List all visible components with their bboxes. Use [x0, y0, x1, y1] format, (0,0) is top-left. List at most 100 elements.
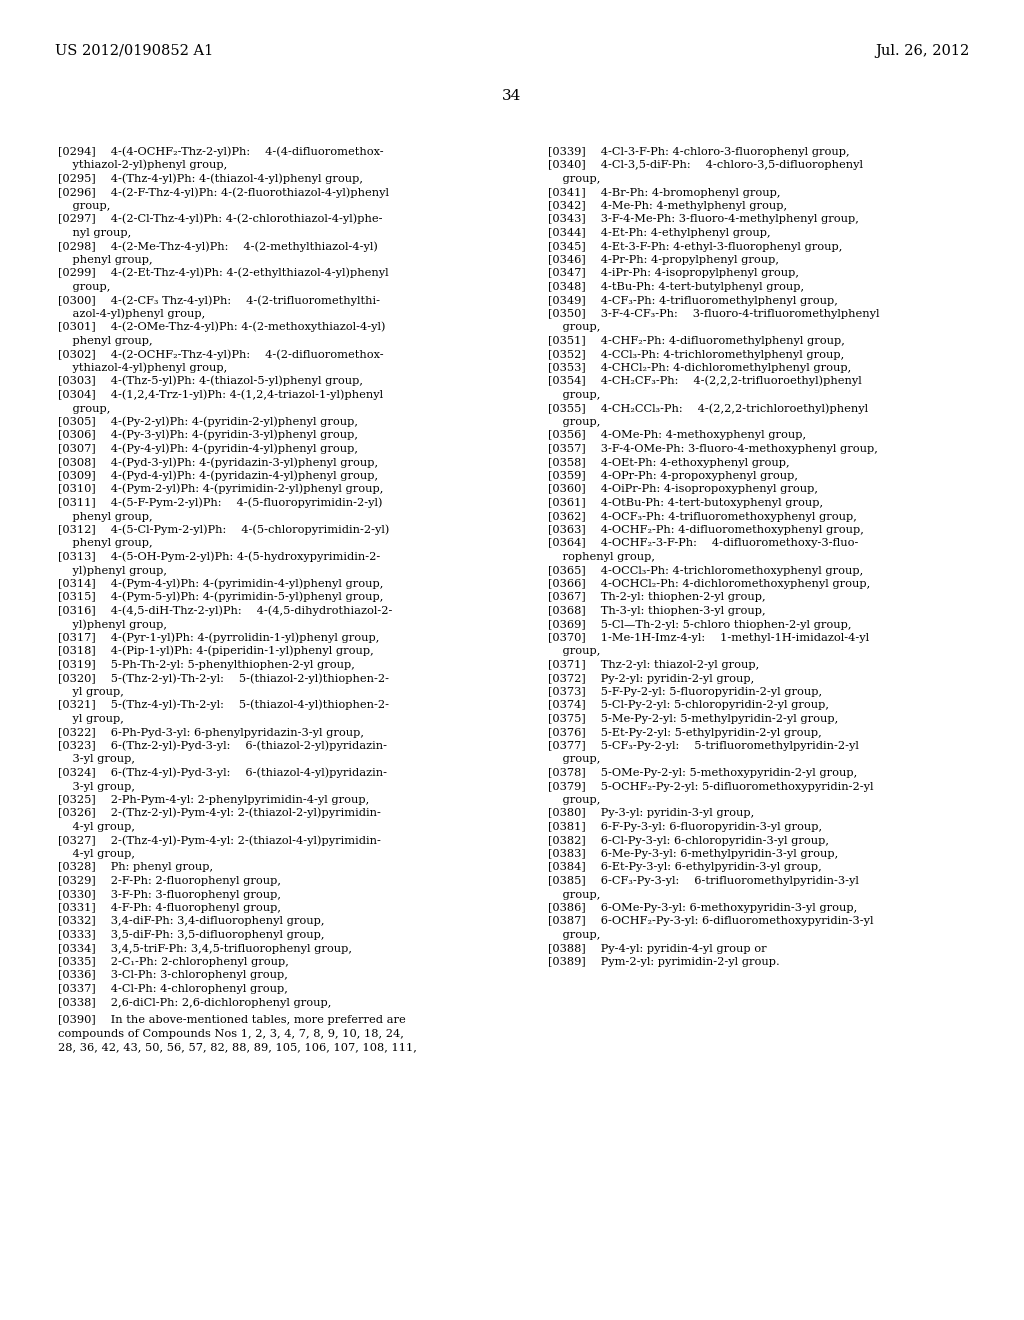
Text: group,: group,	[548, 795, 600, 805]
Text: [0384]  6-Et-Py-3-yl: 6-ethylpyridin-3-yl group,: [0384] 6-Et-Py-3-yl: 6-ethylpyridin-3-yl…	[548, 862, 821, 873]
Text: [0303]  4-(Thz-5-yl)Ph: 4-(thiazol-5-yl)phenyl group,: [0303] 4-(Thz-5-yl)Ph: 4-(thiazol-5-yl)p…	[58, 376, 362, 387]
Text: [0388]  Py-4-yl: pyridin-4-yl group or: [0388] Py-4-yl: pyridin-4-yl group or	[548, 944, 767, 953]
Text: azol-4-yl)phenyl group,: azol-4-yl)phenyl group,	[58, 309, 205, 319]
Text: 28, 36, 42, 43, 50, 56, 57, 82, 88, 89, 105, 106, 107, 108, 111,: 28, 36, 42, 43, 50, 56, 57, 82, 88, 89, …	[58, 1041, 417, 1052]
Text: [0382]  6-Cl-Py-3-yl: 6-chloropyridin-3-yl group,: [0382] 6-Cl-Py-3-yl: 6-chloropyridin-3-y…	[548, 836, 829, 846]
Text: [0372]  Py-2-yl: pyridin-2-yl group,: [0372] Py-2-yl: pyridin-2-yl group,	[548, 673, 755, 684]
Text: [0351]  4-CHF₂-Ph: 4-difluoromethylphenyl group,: [0351] 4-CHF₂-Ph: 4-difluoromethylphenyl…	[548, 337, 845, 346]
Text: ythiazol-2-yl)phenyl group,: ythiazol-2-yl)phenyl group,	[58, 160, 227, 170]
Text: [0365]  4-OCCl₃-Ph: 4-trichloromethoxyphenyl group,: [0365] 4-OCCl₃-Ph: 4-trichloromethoxyphe…	[548, 565, 863, 576]
Text: phenyl group,: phenyl group,	[58, 337, 153, 346]
Text: [0335]  2-C₁-Ph: 2-chlorophenyl group,: [0335] 2-C₁-Ph: 2-chlorophenyl group,	[58, 957, 289, 968]
Text: [0361]  4-OtBu-Ph: 4-tert-butoxyphenyl group,: [0361] 4-OtBu-Ph: 4-tert-butoxyphenyl gr…	[548, 498, 823, 508]
Text: group,: group,	[548, 890, 600, 899]
Text: group,: group,	[58, 404, 111, 413]
Text: [0370]  1-Me-1H-Imz-4-yl:  1-methyl-1H-imidazol-4-yl: [0370] 1-Me-1H-Imz-4-yl: 1-methyl-1H-imi…	[548, 634, 869, 643]
Text: [0325]  2-Ph-Pym-4-yl: 2-phenylpyrimidin-4-yl group,: [0325] 2-Ph-Pym-4-yl: 2-phenylpyrimidin-…	[58, 795, 370, 805]
Text: Jul. 26, 2012: Jul. 26, 2012	[874, 44, 969, 58]
Text: [0348]  4-tBu-Ph: 4-tert-butylphenyl group,: [0348] 4-tBu-Ph: 4-tert-butylphenyl grou…	[548, 282, 804, 292]
Text: [0362]  4-OCF₃-Ph: 4-trifluoromethoxyphenyl group,: [0362] 4-OCF₃-Ph: 4-trifluoromethoxyphen…	[548, 511, 857, 521]
Text: [0363]  4-OCHF₂-Ph: 4-difluoromethoxyphenyl group,: [0363] 4-OCHF₂-Ph: 4-difluoromethoxyphen…	[548, 525, 864, 535]
Text: [0300]  4-(2-CF₃ Thz-4-yl)Ph:  4-(2-trifluoromethylthi-: [0300] 4-(2-CF₃ Thz-4-yl)Ph: 4-(2-triflu…	[58, 294, 380, 305]
Text: [0376]  5-Et-Py-2-yl: 5-ethylpyridin-2-yl group,: [0376] 5-Et-Py-2-yl: 5-ethylpyridin-2-yl…	[548, 727, 821, 738]
Text: [0330]  3-F-Ph: 3-fluorophenyl group,: [0330] 3-F-Ph: 3-fluorophenyl group,	[58, 890, 281, 899]
Text: [0354]  4-CH₂CF₃-Ph:  4-(2,2,2-trifluoroethyl)phenyl: [0354] 4-CH₂CF₃-Ph: 4-(2,2,2-trifluoroet…	[548, 376, 862, 387]
Text: [0344]  4-Et-Ph: 4-ethylphenyl group,: [0344] 4-Et-Ph: 4-ethylphenyl group,	[548, 228, 771, 238]
Text: yl group,: yl group,	[58, 714, 124, 723]
Text: [0307]  4-(Py-4-yl)Ph: 4-(pyridin-4-yl)phenyl group,: [0307] 4-(Py-4-yl)Ph: 4-(pyridin-4-yl)ph…	[58, 444, 358, 454]
Text: [0374]  5-Cl-Py-2-yl: 5-chloropyridin-2-yl group,: [0374] 5-Cl-Py-2-yl: 5-chloropyridin-2-y…	[548, 701, 829, 710]
Text: [0304]  4-(1,2,4-Trz-1-yl)Ph: 4-(1,2,4-triazol-1-yl)phenyl: [0304] 4-(1,2,4-Trz-1-yl)Ph: 4-(1,2,4-tr…	[58, 389, 383, 400]
Text: [0359]  4-OPr-Ph: 4-propoxyphenyl group,: [0359] 4-OPr-Ph: 4-propoxyphenyl group,	[548, 471, 798, 480]
Text: [0364]  4-OCHF₂-3-F-Ph:  4-difluoromethoxy-3-fluo-: [0364] 4-OCHF₂-3-F-Ph: 4-difluoromethoxy…	[548, 539, 858, 549]
Text: group,: group,	[548, 322, 600, 333]
Text: [0317]  4-(Pyr-1-yl)Ph: 4-(pyrrolidin-1-yl)phenyl group,: [0317] 4-(Pyr-1-yl)Ph: 4-(pyrrolidin-1-y…	[58, 632, 379, 643]
Text: [0302]  4-(2-OCHF₂-Thz-4-yl)Ph:  4-(2-difluoromethox-: [0302] 4-(2-OCHF₂-Thz-4-yl)Ph: 4-(2-difl…	[58, 348, 384, 359]
Text: compounds of Compounds Nos 1, 2, 3, 4, 7, 8, 9, 10, 18, 24,: compounds of Compounds Nos 1, 2, 3, 4, 7…	[58, 1028, 403, 1039]
Text: [0369]  5-Cl—Th-2-yl: 5-chloro thiophen-2-yl group,: [0369] 5-Cl—Th-2-yl: 5-chloro thiophen-2…	[548, 619, 852, 630]
Text: phenyl group,: phenyl group,	[58, 511, 153, 521]
Text: 3-yl group,: 3-yl group,	[58, 781, 135, 792]
Text: [0319]  5-Ph-Th-2-yl: 5-phenylthiophen-2-yl group,: [0319] 5-Ph-Th-2-yl: 5-phenylthiophen-2-…	[58, 660, 355, 671]
Text: [0295]  4-(Thz-4-yl)Ph: 4-(thiazol-4-yl)phenyl group,: [0295] 4-(Thz-4-yl)Ph: 4-(thiazol-4-yl)p…	[58, 173, 362, 183]
Text: [0367]  Th-2-yl: thiophen-2-yl group,: [0367] Th-2-yl: thiophen-2-yl group,	[548, 593, 766, 602]
Text: [0355]  4-CH₂CCl₃-Ph:  4-(2,2,2-trichloroethyl)phenyl: [0355] 4-CH₂CCl₃-Ph: 4-(2,2,2-trichloroe…	[548, 403, 868, 413]
Text: 4-yl group,: 4-yl group,	[58, 822, 135, 832]
Text: [0368]  Th-3-yl: thiophen-3-yl group,: [0368] Th-3-yl: thiophen-3-yl group,	[548, 606, 766, 616]
Text: [0343]  3-F-4-Me-Ph: 3-fluoro-4-methylphenyl group,: [0343] 3-F-4-Me-Ph: 3-fluoro-4-methylphe…	[548, 214, 859, 224]
Text: group,: group,	[548, 417, 600, 426]
Text: group,: group,	[58, 201, 111, 211]
Text: [0337]  4-Cl-Ph: 4-chlorophenyl group,: [0337] 4-Cl-Ph: 4-chlorophenyl group,	[58, 983, 288, 994]
Text: [0366]  4-OCHCl₂-Ph: 4-dichloromethoxyphenyl group,: [0366] 4-OCHCl₂-Ph: 4-dichloromethoxyphe…	[548, 579, 870, 589]
Text: [0347]  4-iPr-Ph: 4-isopropylphenyl group,: [0347] 4-iPr-Ph: 4-isopropylphenyl group…	[548, 268, 799, 279]
Text: [0356]  4-OMe-Ph: 4-methoxyphenyl group,: [0356] 4-OMe-Ph: 4-methoxyphenyl group,	[548, 430, 806, 441]
Text: [0296]  4-(2-F-Thz-4-yl)Ph: 4-(2-fluorothiazol-4-yl)phenyl: [0296] 4-(2-F-Thz-4-yl)Ph: 4-(2-fluoroth…	[58, 187, 389, 198]
Text: [0358]  4-OEt-Ph: 4-ethoxyphenyl group,: [0358] 4-OEt-Ph: 4-ethoxyphenyl group,	[548, 458, 790, 467]
Text: [0341]  4-Br-Ph: 4-bromophenyl group,: [0341] 4-Br-Ph: 4-bromophenyl group,	[548, 187, 780, 198]
Text: 34: 34	[503, 88, 521, 103]
Text: [0322]  6-Ph-Pyd-3-yl: 6-phenylpyridazin-3-yl group,: [0322] 6-Ph-Pyd-3-yl: 6-phenylpyridazin-…	[58, 727, 364, 738]
Text: 3-yl group,: 3-yl group,	[58, 755, 135, 764]
Text: [0386]  6-OMe-Py-3-yl: 6-methoxypyridin-3-yl group,: [0386] 6-OMe-Py-3-yl: 6-methoxypyridin-3…	[548, 903, 857, 913]
Text: group,: group,	[548, 174, 600, 183]
Text: [0338]  2,6-diCl-Ph: 2,6-dichlorophenyl group,: [0338] 2,6-diCl-Ph: 2,6-dichlorophenyl g…	[58, 998, 332, 1007]
Text: ythiazol-4-yl)phenyl group,: ythiazol-4-yl)phenyl group,	[58, 363, 227, 374]
Text: [0346]  4-Pr-Ph: 4-propylphenyl group,: [0346] 4-Pr-Ph: 4-propylphenyl group,	[548, 255, 779, 265]
Text: [0373]  5-F-Py-2-yl: 5-fluoropyridin-2-yl group,: [0373] 5-F-Py-2-yl: 5-fluoropyridin-2-yl…	[548, 686, 822, 697]
Text: [0299]  4-(2-Et-Thz-4-yl)Ph: 4-(2-ethylthiazol-4-yl)phenyl: [0299] 4-(2-Et-Thz-4-yl)Ph: 4-(2-ethylth…	[58, 268, 389, 279]
Text: [0333]  3,5-diF-Ph: 3,5-difluorophenyl group,: [0333] 3,5-diF-Ph: 3,5-difluorophenyl gr…	[58, 931, 325, 940]
Text: [0345]  4-Et-3-F-Ph: 4-ethyl-3-fluorophenyl group,: [0345] 4-Et-3-F-Ph: 4-ethyl-3-fluorophen…	[548, 242, 843, 252]
Text: [0321]  5-(Thz-4-yl)-Th-2-yl:  5-(thiazol-4-yl)thiophen-2-: [0321] 5-(Thz-4-yl)-Th-2-yl: 5-(thiazol-…	[58, 700, 389, 710]
Text: rophenyl group,: rophenyl group,	[548, 552, 655, 562]
Text: [0298]  4-(2-Me-Thz-4-yl)Ph:  4-(2-methylthiazol-4-yl): [0298] 4-(2-Me-Thz-4-yl)Ph: 4-(2-methylt…	[58, 242, 378, 252]
Text: [0316]  4-(4,5-diH-Thz-2-yl)Ph:  4-(4,5-dihydrothiazol-2-: [0316] 4-(4,5-diH-Thz-2-yl)Ph: 4-(4,5-di…	[58, 606, 392, 616]
Text: [0352]  4-CCl₃-Ph: 4-trichloromethylphenyl group,: [0352] 4-CCl₃-Ph: 4-trichloromethylpheny…	[548, 350, 844, 359]
Text: [0353]  4-CHCl₂-Ph: 4-dichloromethylphenyl group,: [0353] 4-CHCl₂-Ph: 4-dichloromethylpheny…	[548, 363, 851, 374]
Text: [0301]  4-(2-OMe-Thz-4-yl)Ph: 4-(2-methoxythiazol-4-yl): [0301] 4-(2-OMe-Thz-4-yl)Ph: 4-(2-methox…	[58, 322, 385, 333]
Text: [0324]  6-(Thz-4-yl)-Pyd-3-yl:  6-(thiazol-4-yl)pyridazin-: [0324] 6-(Thz-4-yl)-Pyd-3-yl: 6-(thiazol…	[58, 767, 387, 777]
Text: phenyl group,: phenyl group,	[58, 255, 153, 265]
Text: [0360]  4-OiPr-Ph: 4-isopropoxyphenyl group,: [0360] 4-OiPr-Ph: 4-isopropoxyphenyl gro…	[548, 484, 818, 495]
Text: yl group,: yl group,	[58, 686, 124, 697]
Text: [0310]  4-(Pym-2-yl)Ph: 4-(pyrimidin-2-yl)phenyl group,: [0310] 4-(Pym-2-yl)Ph: 4-(pyrimidin-2-yl…	[58, 484, 383, 495]
Text: [0385]  6-CF₃-Py-3-yl:  6-trifluoromethylpyridin-3-yl: [0385] 6-CF₃-Py-3-yl: 6-trifluoromethylp…	[548, 876, 859, 886]
Text: [0305]  4-(Py-2-yl)Ph: 4-(pyridin-2-yl)phenyl group,: [0305] 4-(Py-2-yl)Ph: 4-(pyridin-2-yl)ph…	[58, 416, 358, 426]
Text: [0315]  4-(Pym-5-yl)Ph: 4-(pyrimidin-5-yl)phenyl group,: [0315] 4-(Pym-5-yl)Ph: 4-(pyrimidin-5-yl…	[58, 591, 383, 602]
Text: [0387]  6-OCHF₂-Py-3-yl: 6-difluoromethoxypyridin-3-yl: [0387] 6-OCHF₂-Py-3-yl: 6-difluoromethox…	[548, 916, 873, 927]
Text: [0349]  4-CF₃-Ph: 4-trifluoromethylphenyl group,: [0349] 4-CF₃-Ph: 4-trifluoromethylphenyl…	[548, 296, 838, 305]
Text: [0328]  Ph: phenyl group,: [0328] Ph: phenyl group,	[58, 862, 213, 873]
Text: [0311]  4-(5-F-Pym-2-yl)Ph:  4-(5-fluoropyrimidin-2-yl): [0311] 4-(5-F-Pym-2-yl)Ph: 4-(5-fluoropy…	[58, 498, 383, 508]
Text: [0390]  In the above-mentioned tables, more preferred are: [0390] In the above-mentioned tables, mo…	[58, 1015, 406, 1026]
Text: [0375]  5-Me-Py-2-yl: 5-methylpyridin-2-yl group,: [0375] 5-Me-Py-2-yl: 5-methylpyridin-2-y…	[548, 714, 839, 723]
Text: [0357]  3-F-4-OMe-Ph: 3-fluoro-4-methoxyphenyl group,: [0357] 3-F-4-OMe-Ph: 3-fluoro-4-methoxyp…	[548, 444, 878, 454]
Text: [0309]  4-(Pyd-4-yl)Ph: 4-(pyridazin-4-yl)phenyl group,: [0309] 4-(Pyd-4-yl)Ph: 4-(pyridazin-4-yl…	[58, 470, 378, 480]
Text: [0323]  6-(Thz-2-yl)-Pyd-3-yl:  6-(thiazol-2-yl)pyridazin-: [0323] 6-(Thz-2-yl)-Pyd-3-yl: 6-(thiazol…	[58, 741, 387, 751]
Text: [0350]  3-F-4-CF₃-Ph:  3-fluoro-4-trifluoromethylphenyl: [0350] 3-F-4-CF₃-Ph: 3-fluoro-4-trifluor…	[548, 309, 880, 319]
Text: [0334]  3,4,5-triF-Ph: 3,4,5-trifluorophenyl group,: [0334] 3,4,5-triF-Ph: 3,4,5-trifluorophe…	[58, 944, 352, 953]
Text: US 2012/0190852 A1: US 2012/0190852 A1	[55, 44, 213, 58]
Text: [0332]  3,4-diF-Ph: 3,4-difluorophenyl group,: [0332] 3,4-diF-Ph: 3,4-difluorophenyl gr…	[58, 916, 325, 927]
Text: [0342]  4-Me-Ph: 4-methylphenyl group,: [0342] 4-Me-Ph: 4-methylphenyl group,	[548, 201, 787, 211]
Text: yl)phenyl group,: yl)phenyl group,	[58, 619, 167, 630]
Text: group,: group,	[548, 647, 600, 656]
Text: [0312]  4-(5-Cl-Pym-2-yl)Ph:  4-(5-chloropyrimidin-2-yl): [0312] 4-(5-Cl-Pym-2-yl)Ph: 4-(5-chlorop…	[58, 524, 389, 535]
